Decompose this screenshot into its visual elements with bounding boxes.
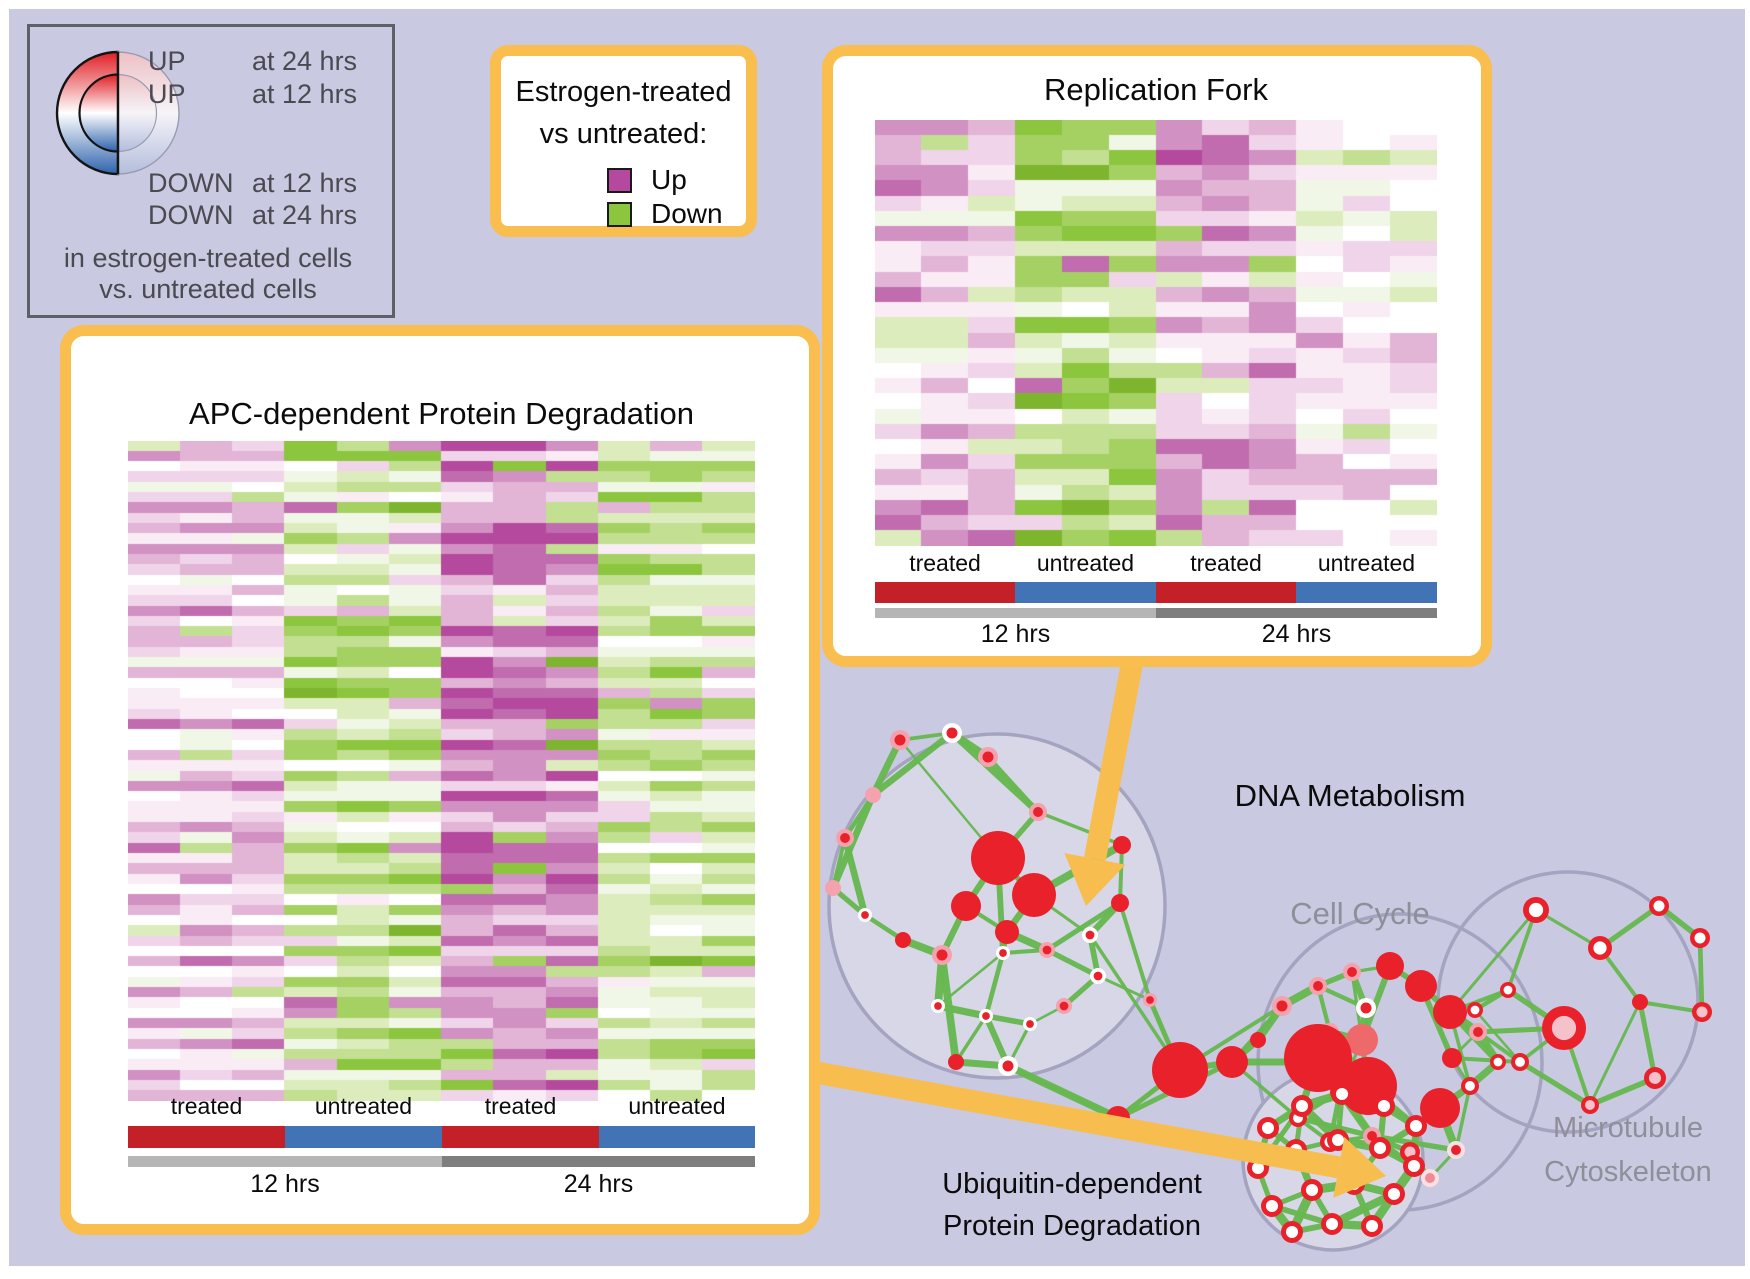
repfork-time-label-12hrs: 12 hrs <box>980 620 1051 648</box>
updown-caption-line1: in estrogen-treated cells <box>63 243 353 273</box>
cell-cycle-label: Cell Cycle <box>1290 896 1430 931</box>
updown-row2-time: at 12 hrs <box>252 168 358 198</box>
up-color-swatch <box>607 168 632 193</box>
apc-group-label-0: treated <box>170 1093 243 1119</box>
repfork-group-label-2: treated <box>1190 550 1262 576</box>
updown-row3-time: at 24 hrs <box>252 200 358 230</box>
dna-metabolism-label: DNA Metabolism <box>1234 778 1466 813</box>
apc-time-label-24hrs: 24 hrs <box>563 1170 634 1198</box>
updown-row1-dir: UP <box>148 79 186 109</box>
replication-fork-heatmap <box>875 120 1437 546</box>
apc-time-bar-12hrs <box>128 1156 442 1167</box>
apc-time-bar-24hrs <box>442 1156 755 1167</box>
apc-condition-bar-untreated-12 <box>285 1126 442 1148</box>
ubiquitin-label-line2: Protein Degradation <box>943 1210 1201 1242</box>
apc-degradation-heatmap <box>128 441 755 1101</box>
repfork-time-bar-24hrs <box>1156 608 1437 618</box>
microtubule-label-line1: Microtubule <box>1553 1112 1703 1144</box>
apc-condition-bar-untreated-24 <box>599 1126 755 1148</box>
updown-caption-line2: vs. untreated cells <box>99 274 317 304</box>
updown-legend-box <box>27 24 395 318</box>
repfork-condition-bar-untreated-24 <box>1296 582 1437 603</box>
apc-time-label-12hrs: 12 hrs <box>250 1170 320 1198</box>
repfork-group-label-1: untreated <box>1036 550 1135 576</box>
down-color-swatch <box>607 202 632 227</box>
down-label: Down <box>651 198 723 229</box>
repfork-condition-bar-untreated-12 <box>1015 582 1156 603</box>
updown-row1-time: at 12 hrs <box>252 79 358 109</box>
apc-condition-bar-treated-12 <box>128 1126 285 1148</box>
repfork-time-bar-12hrs <box>875 608 1156 618</box>
ubiquitin-label-line1: Ubiquitin-dependent <box>942 1168 1202 1200</box>
replication-fork-title: Replication Fork <box>1044 72 1268 107</box>
estrogen-legend-title-line1: Estrogen-treated <box>515 76 732 108</box>
apc-group-label-1: untreated <box>314 1093 413 1119</box>
repfork-group-label-3: untreated <box>1317 550 1416 576</box>
updown-row2-dir: DOWN <box>148 168 234 198</box>
repfork-time-label-24hrs: 24 hrs <box>1261 620 1332 648</box>
microtubule-label-line2: Cytoskeleton <box>1544 1156 1712 1188</box>
up-label: Up <box>651 164 687 195</box>
apc-group-label-3: untreated <box>628 1093 726 1119</box>
estrogen-legend-title-line2: vs untreated: <box>539 118 708 150</box>
repfork-condition-bar-treated-24 <box>1156 582 1296 603</box>
updown-row0-dir: UP <box>148 46 186 76</box>
updown-row3-dir: DOWN <box>148 200 234 230</box>
updown-row0-time: at 24 hrs <box>252 46 358 76</box>
apc-group-label-2: treated <box>484 1093 557 1119</box>
repfork-group-label-0: treated <box>909 550 981 576</box>
repfork-condition-bar-treated-12 <box>875 582 1015 603</box>
apc-degradation-title: APC-dependent Protein Degradation <box>189 396 694 431</box>
apc-condition-bar-treated-24 <box>442 1126 599 1148</box>
updown-donut-icon <box>55 50 180 176</box>
